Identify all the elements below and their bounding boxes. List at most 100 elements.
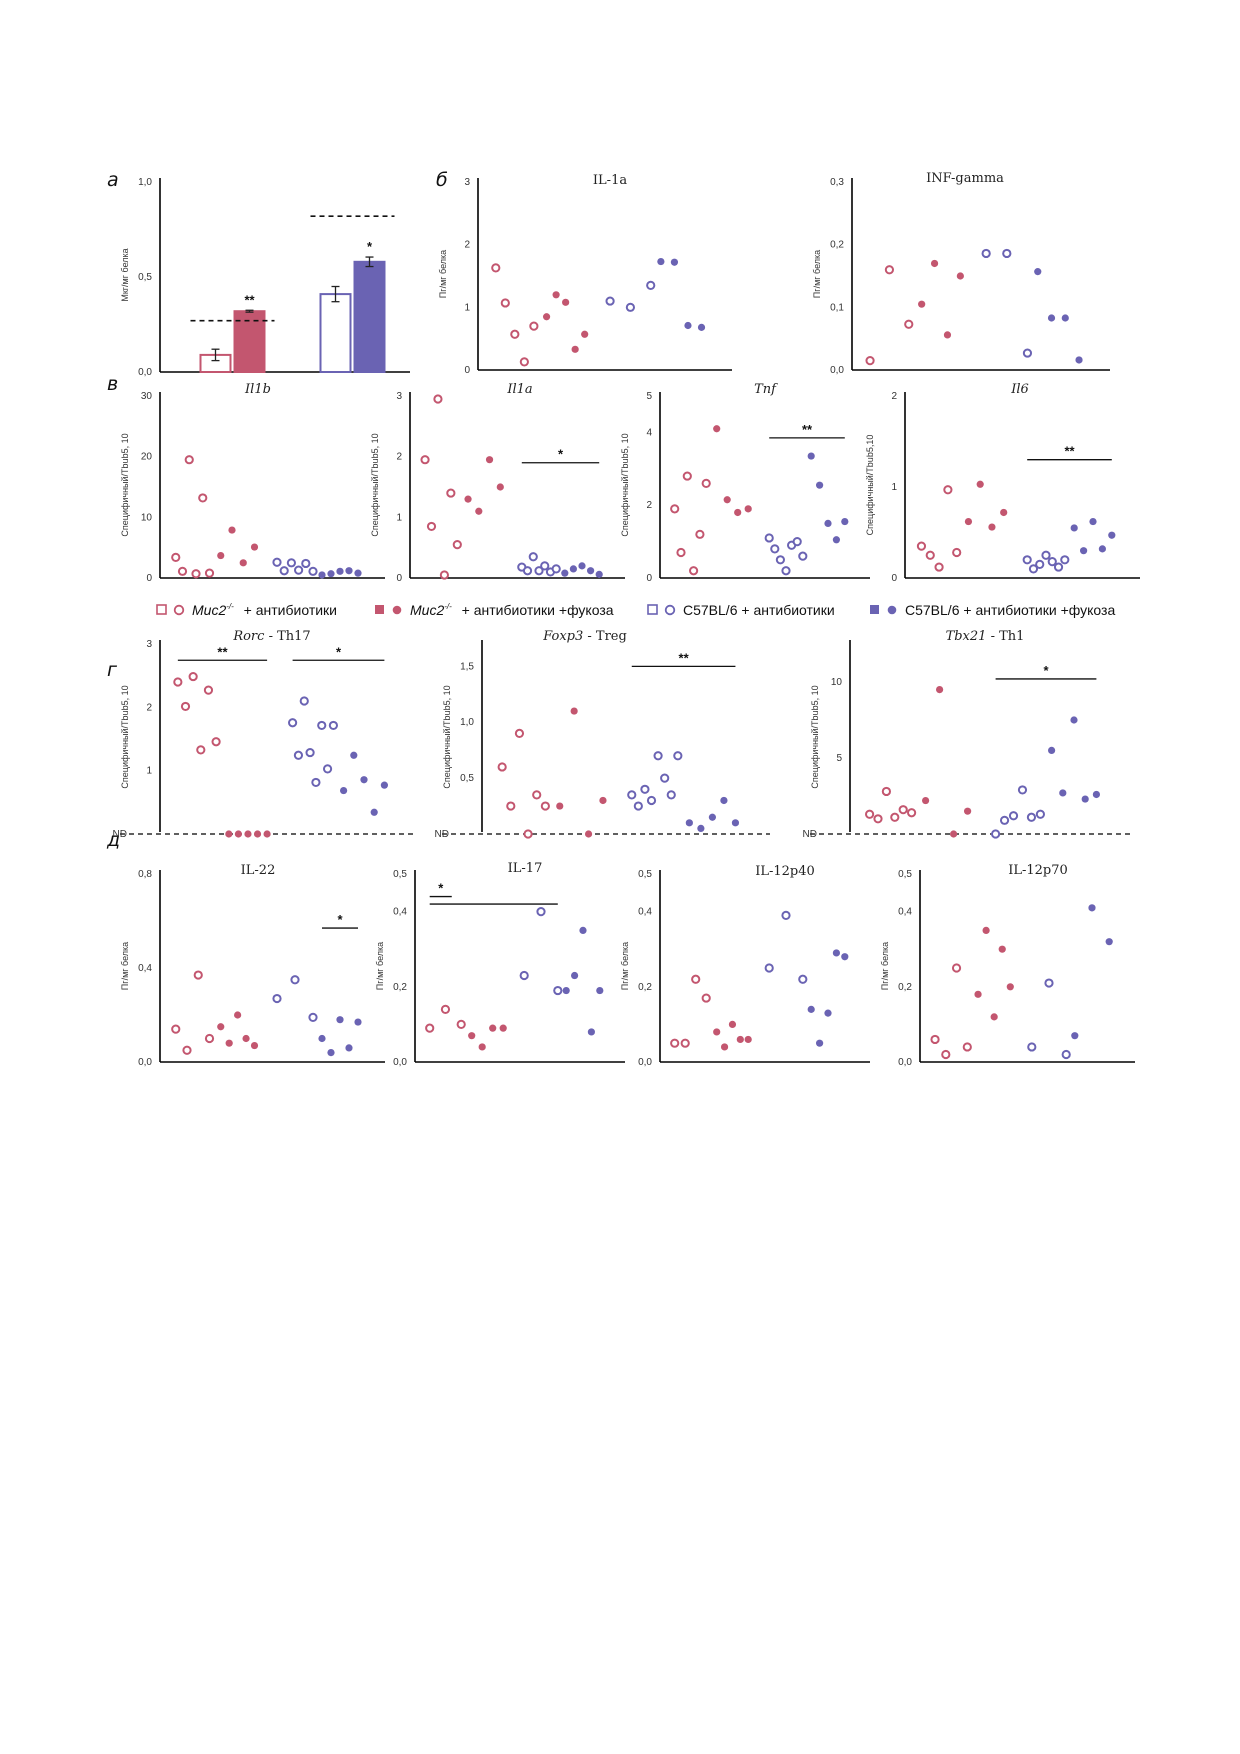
data-point-filled [744,505,752,513]
legend-item: C57BL/6 + антибиотики +фукоза [870,602,1115,618]
data-point-open [1026,812,1037,822]
data-point-filled [841,517,849,526]
significance-star: * [337,912,343,927]
chart-title: IL-17 [508,861,543,876]
data-point-filled [723,496,731,504]
chart-panel-d4: 0,0 0,2 0,4 0,5 Пг/мг белка IL-12p70 [880,863,1135,1068]
chart-title-main: Tbx21 [946,629,987,644]
y-tick-label: 1 [891,482,897,493]
data-point-open [701,478,711,488]
data-point-open [865,809,875,819]
data-point-open [1028,564,1039,574]
data-point-open [943,485,953,495]
data-point-filled [584,830,593,838]
data-point-filled [350,751,358,759]
data-point-open [519,970,529,981]
data-point-filled [354,1018,362,1026]
data-point-filled [976,480,984,488]
chart-title-main: Foxp3 [542,629,583,644]
y-axis-label: Специфичный/Tbub5, 10 [370,433,380,536]
chart-title-main: IL-17 [508,861,543,876]
data-point-open [522,566,533,576]
data-point-filled [587,1028,596,1036]
legend-item: C57BL/6 + антибиотики [647,602,835,618]
data-point-filled [556,802,564,810]
data-point-filled [1061,314,1069,322]
data-point-open [764,533,774,543]
significance-star: * [558,447,564,462]
data-point-open [433,394,443,404]
y-tick-label: 1,0 [460,717,474,728]
data-point-open [308,566,318,576]
panel-letter-d: д [106,829,120,851]
chart-title-main: Tnf [754,382,778,397]
legend-circle-open-icon [173,604,185,616]
data-point-open [934,562,944,572]
data-point-open [188,671,198,682]
data-point-open [311,777,321,788]
y-tick-label: ND [435,829,449,840]
data-point-filled [1047,314,1056,322]
y-tick-label: 30 [141,391,153,402]
data-point-filled [1089,517,1097,526]
data-point-open [633,801,643,811]
data-point-open [682,471,692,481]
legend-square-open-icon [156,604,167,615]
chart-title-main: INF-gamma [926,171,1004,186]
data-point-open [440,1004,451,1014]
data-point-open [981,248,991,259]
chart-title: IL-22 [241,863,276,878]
data-point-open [299,696,309,706]
y-tick-label: 0,5 [460,773,474,784]
legend-label-suffix: + антибиотики +фукоза [959,602,1115,618]
data-point-open [798,974,808,984]
data-point-filled [1075,356,1083,364]
data-point-open [676,547,686,558]
data-point-open [425,1023,435,1033]
significance-star: ** [217,644,228,659]
y-tick-label: 2 [891,391,897,402]
data-point-filled [360,776,368,784]
data-point-open [171,552,181,562]
chart-panel-d3: 0,0 0,2 0,4 0,5 Пг/мг белка IL-12p40 [620,864,870,1068]
data-point-open [781,910,791,920]
data-point-filled [1092,790,1100,799]
legend-label: C57BL/6 + антибиотики +фукоза [905,602,1115,618]
data-point-open [925,550,935,560]
data-point-open [514,728,525,739]
data-point-open [553,985,563,996]
y-tick-label: 0,0 [830,365,844,376]
data-point-open [865,356,875,366]
data-point-filled [720,1043,729,1051]
y-tick-label: 0 [396,573,402,584]
legend-label-base: C57BL/6 [683,602,738,618]
data-point-filled [988,523,996,531]
data-point-filled [708,813,717,821]
y-tick-label: 0,0 [638,1057,652,1068]
data-point-filled [950,830,958,838]
chart-title-main: IL-12p40 [755,864,815,879]
y-tick-label: 0,2 [898,982,912,993]
data-point-filled [697,824,705,833]
data-point-open [523,829,533,839]
data-point-filled [1070,524,1078,532]
y-tick-label: 0,5 [898,869,912,880]
bar [319,293,352,374]
data-point-filled [728,1020,737,1028]
data-point-open [1047,557,1057,567]
legend-square-filled-icon [870,605,879,614]
y-tick-label: 0,4 [898,907,912,918]
data-point-open [666,790,676,800]
data-point-open [184,455,194,465]
data-point-filled [570,707,578,715]
data-point-filled [936,686,944,694]
data-point-filled [578,562,586,570]
y-tick-label: 0,5 [638,869,652,880]
data-point-filled [685,819,693,827]
panel-letter-v: в [107,373,118,395]
data-point-open [653,751,663,761]
data-point-filled [922,796,930,805]
data-point-filled [964,807,972,815]
